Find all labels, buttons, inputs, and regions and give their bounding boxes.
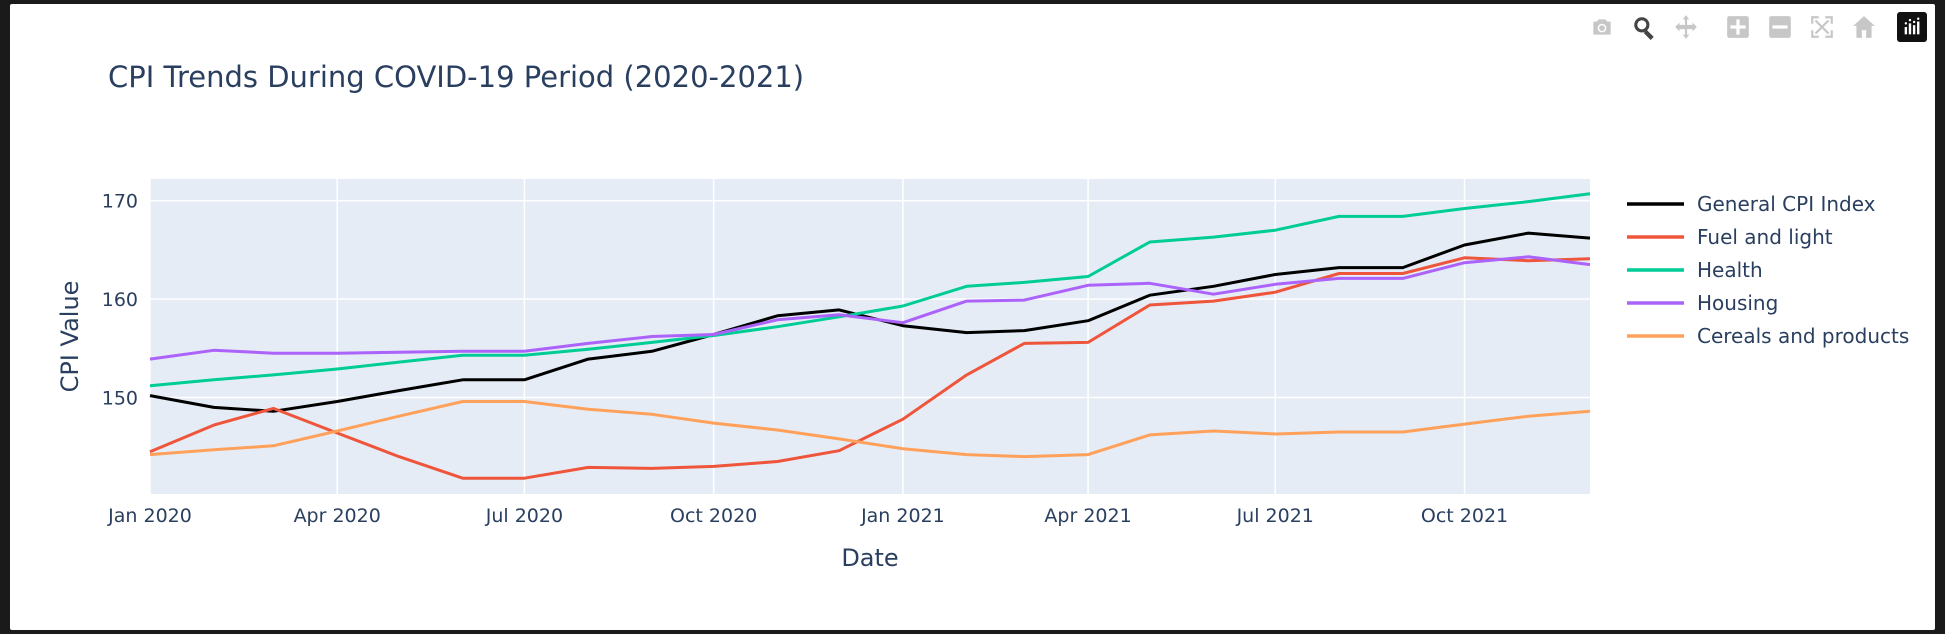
chart-title: CPI Trends During COVID-19 Period (2020-… (108, 60, 804, 94)
y-tick-labels: 150 160 170 (102, 191, 138, 410)
x-tick-label: Jan 2021 (860, 505, 945, 527)
x-tick-label: Jan 2020 (107, 505, 192, 527)
legend: General CPI Index Fuel and light Health Hou… (1627, 192, 1909, 348)
y-tick-label: 170 (102, 191, 138, 213)
plot-area[interactable] (150, 179, 1590, 494)
x-tick-label: Apr 2021 (1044, 505, 1131, 527)
plotly-logo-icon[interactable] (1897, 12, 1927, 42)
zoom-icon[interactable] (1627, 10, 1661, 44)
y-gridlines (150, 199, 1590, 399)
series-line-health[interactable] (149, 192, 1591, 388)
legend-label: Fuel and light (1697, 225, 1833, 249)
y-tick-label: 150 (102, 388, 138, 410)
modebar (1585, 10, 1927, 44)
zoom-out-icon[interactable] (1763, 10, 1797, 44)
x-axis-title: Date (841, 544, 898, 572)
legend-item[interactable]: Fuel and light (1627, 225, 1833, 249)
x-tick-label: Jul 2021 (1236, 505, 1314, 527)
legend-label: Health (1697, 258, 1763, 282)
legend-label: Housing (1697, 291, 1778, 315)
camera-icon[interactable] (1585, 10, 1619, 44)
x-tick-labels: Jan 2020 Apr 2020 Jul 2020 Oct 2020 Jan 2021… (107, 505, 1508, 527)
legend-item[interactable]: General CPI Index (1627, 192, 1876, 216)
chart-svg: CPI Trends During COVID-19 Period (2020-… (56, 60, 1909, 572)
x-tick-label: Oct 2020 (670, 505, 757, 527)
legend-item[interactable]: Housing (1627, 291, 1778, 315)
legend-item[interactable]: Cereals and products (1627, 324, 1909, 348)
home-icon[interactable] (1847, 10, 1881, 44)
x-tick-label: Oct 2021 (1421, 505, 1508, 527)
legend-label: Cereals and products (1697, 324, 1909, 348)
series-line-housing[interactable] (149, 255, 1591, 361)
y-axis-title: CPI Value (56, 281, 84, 393)
series-line-fuel-and-light[interactable] (149, 256, 1591, 480)
zoom-in-icon[interactable] (1721, 10, 1755, 44)
legend-item[interactable]: Health (1627, 258, 1763, 282)
pan-icon[interactable] (1669, 10, 1703, 44)
x-tick-label: Jul 2020 (485, 505, 563, 527)
chart-container: CPI Trends During COVID-19 Period (2020-… (10, 4, 1935, 630)
legend-label: General CPI Index (1697, 192, 1876, 216)
autoscale-icon[interactable] (1805, 10, 1839, 44)
y-tick-label: 160 (102, 289, 138, 311)
x-tick-label: Apr 2020 (294, 505, 381, 527)
series-line-cereals-and-products[interactable] (149, 400, 1591, 459)
series-lines (149, 192, 1591, 480)
